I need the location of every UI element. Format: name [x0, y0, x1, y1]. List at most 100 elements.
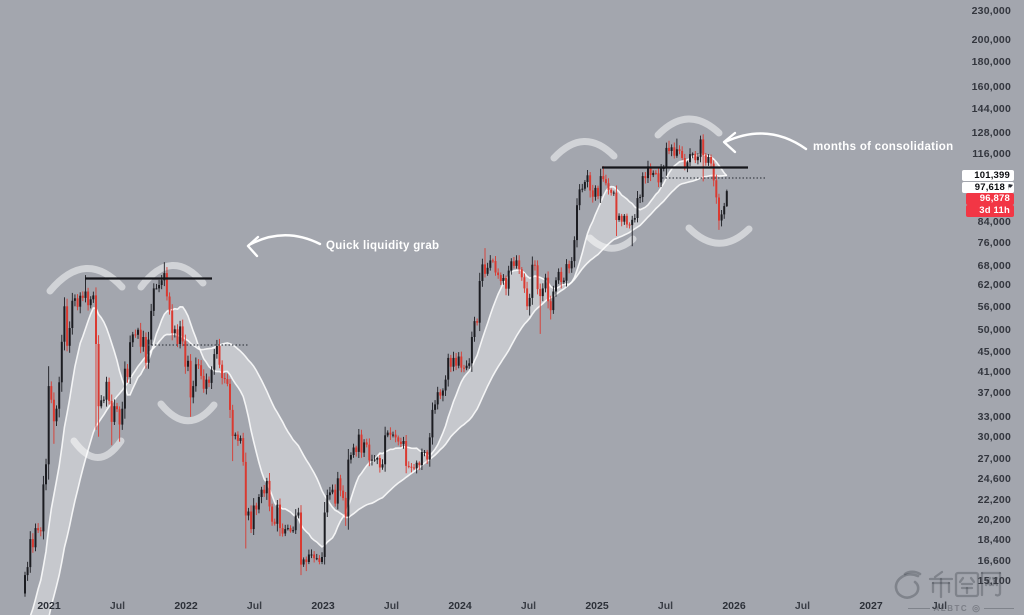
- candle-body: [673, 147, 676, 156]
- candle-body: [484, 264, 486, 274]
- time-tick-label: 2024: [448, 600, 472, 612]
- price-tick-label: 45,000: [977, 346, 1011, 359]
- candle-body: [376, 458, 379, 460]
- watermark-handle: ALBTC ◎: [886, 603, 1016, 614]
- candle-body: [620, 215, 623, 222]
- candle-body: [389, 432, 392, 435]
- candle-body: [55, 408, 58, 422]
- time-scale[interactable]: 2021 Jul 2022 Jul 2023 Jul 2024 Jul 2025 Jul 2026 J…: [0, 597, 1024, 615]
- candle-body: [100, 400, 103, 407]
- price-tick-label: 128,000: [971, 127, 1011, 140]
- candle-body: [633, 218, 636, 220]
- candle-body: [60, 341, 63, 383]
- candle-body: [52, 399, 55, 422]
- candle-body: [163, 273, 166, 281]
- candle-body: [244, 461, 247, 516]
- candle-body: [213, 354, 216, 370]
- candle-body: [423, 451, 426, 453]
- annotation-arc[interactable]: [550, 138, 618, 162]
- candle-body: [116, 406, 118, 410]
- candle-body: [326, 495, 329, 513]
- candle-body: [155, 288, 158, 290]
- candle-body: [279, 504, 281, 529]
- candle-body: [431, 409, 434, 438]
- annotation-arrowhead-liquidity[interactable]: [246, 235, 260, 258]
- annotation-arc[interactable]: [157, 400, 218, 425]
- candle-body: [583, 182, 586, 189]
- candle-body: [552, 291, 555, 311]
- annotation-arrowhead-consolidation[interactable]: [722, 131, 737, 154]
- candle-body: [536, 265, 539, 290]
- candle-body: [171, 310, 174, 334]
- annotation-text-liquidity[interactable]: Quick liquidity grab: [326, 240, 440, 252]
- candle-body: [415, 462, 418, 469]
- price-tick-label: 37,000: [977, 387, 1011, 400]
- last-price-label[interactable]: 96,878: [966, 193, 1014, 205]
- candle-body: [539, 289, 542, 297]
- price-scale[interactable]: 230,000 200,000 180,000 160,000 144,000 128,0…: [954, 0, 1024, 615]
- price-line-label[interactable]: 101,399: [962, 169, 1014, 181]
- candle-body: [73, 298, 76, 301]
- candle-body: [615, 192, 618, 220]
- candle-body: [654, 172, 657, 174]
- candle-body: [434, 404, 437, 410]
- candle-body: [410, 466, 413, 468]
- candle-body: [518, 260, 521, 270]
- candle-body: [260, 489, 263, 497]
- candle-body: [257, 497, 260, 510]
- candle-body: [696, 156, 699, 161]
- annotation-arc[interactable]: [586, 234, 637, 252]
- candle-body: [39, 530, 42, 532]
- candle-body: [691, 153, 694, 155]
- candle-body: [444, 379, 447, 391]
- candle-body: [381, 464, 384, 468]
- candle-body: [623, 215, 626, 222]
- candle-body: [657, 173, 660, 183]
- alert-price-label[interactable]: 97,618: [962, 181, 1014, 193]
- candle-body: [202, 375, 205, 389]
- price-tick-label: 230,000: [971, 4, 1011, 17]
- time-tick-label: 2026: [722, 600, 746, 612]
- annotation-arc[interactable]: [70, 437, 125, 461]
- annotation-arrow-consolidation[interactable]: [723, 132, 808, 151]
- annotation-arc[interactable]: [46, 265, 126, 295]
- candle-body: [47, 386, 50, 465]
- candle-body: [302, 559, 305, 565]
- candle-body: [313, 554, 316, 559]
- annotation-text-consolidation[interactable]: months of consolidation: [813, 141, 954, 153]
- time-tick-label: Jul: [931, 600, 948, 612]
- candle-body: [428, 437, 431, 460]
- candle-body: [184, 341, 187, 367]
- candle-body: [113, 406, 116, 422]
- price-tick-label: 76,000: [977, 236, 1011, 249]
- candle-body: [89, 299, 92, 306]
- candle-body: [87, 291, 90, 306]
- candle-body: [541, 288, 544, 297]
- candle-body: [618, 215, 621, 220]
- price-tick-label: 18,400: [977, 533, 1011, 546]
- candle-body: [50, 386, 53, 400]
- candle-body: [105, 381, 108, 400]
- candle-body: [599, 176, 602, 197]
- candle-body: [131, 334, 134, 343]
- candle-body: [478, 281, 481, 323]
- candle-body: [699, 139, 702, 157]
- candle-body: [276, 504, 279, 524]
- annotation-arc[interactable]: [654, 115, 723, 139]
- annotation-arc[interactable]: [685, 224, 753, 247]
- annotation-arc[interactable]: [137, 262, 207, 291]
- candle-body: [123, 368, 126, 409]
- annotation-arrow-liquidity[interactable]: [247, 234, 322, 247]
- candle-body: [200, 365, 203, 376]
- candle-body: [187, 360, 189, 367]
- watermark-logo: [894, 570, 1002, 599]
- candle-body: [226, 379, 229, 384]
- candle-body: [652, 172, 655, 176]
- price-tick-label: 20,200: [977, 514, 1011, 527]
- candle-body: [271, 506, 274, 522]
- candle-body: [242, 438, 245, 462]
- candle-body: [231, 409, 234, 436]
- candle-body: [452, 357, 455, 367]
- ma-fast-line: [29, 153, 728, 615]
